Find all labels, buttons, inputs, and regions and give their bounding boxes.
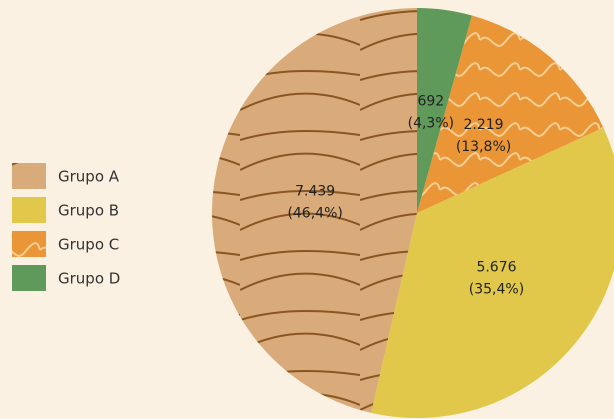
legend-swatch [12, 265, 46, 291]
percent-label: (4,3%) [408, 115, 455, 131]
legend-label: Grupo D [58, 270, 120, 288]
pie-slice [211, 8, 417, 413]
legend-swatch [12, 231, 46, 257]
legend-label: Grupo B [58, 202, 119, 220]
pie-slice [371, 127, 614, 418]
legend-label: Grupo A [58, 168, 120, 186]
pie-slice [417, 8, 472, 213]
pie-slice [417, 15, 604, 213]
value-label: 2.219 [463, 117, 503, 133]
legend-swatch [12, 163, 46, 189]
value-label: 5.676 [476, 260, 516, 276]
percent-label: (13,8%) [456, 139, 511, 155]
percent-label: (46,4%) [287, 205, 342, 221]
legend-swatch [12, 197, 46, 223]
percent-label: (35,4%) [469, 282, 524, 298]
legend-label: Grupo C [58, 236, 119, 254]
value-label: 7.439 [295, 183, 335, 199]
value-label: 692 [417, 93, 444, 109]
